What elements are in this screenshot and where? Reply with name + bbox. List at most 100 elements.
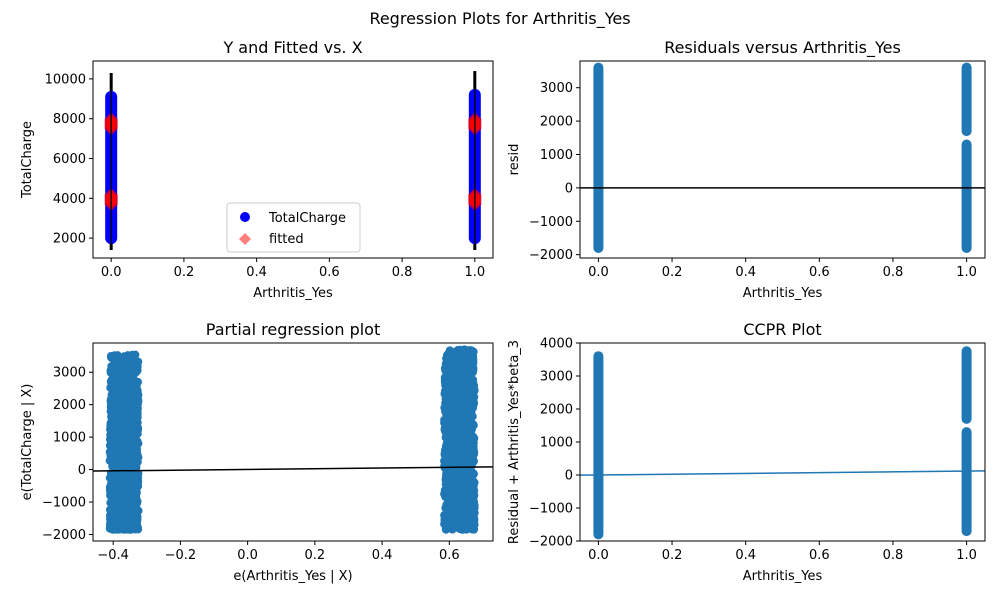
partial-point (441, 409, 451, 418)
ccpr-points (961, 427, 972, 537)
x-tick-label: 1.0 (464, 265, 485, 280)
partial-point (126, 500, 136, 510)
axes-frame (579, 60, 986, 259)
partial-point (466, 483, 475, 493)
partial-point (442, 448, 451, 458)
partial-point (114, 503, 123, 513)
partial-point (469, 444, 478, 454)
x-tick-label: −0.2 (165, 548, 197, 563)
partial-point (132, 444, 141, 453)
axes-frame (92, 342, 494, 542)
x-tick-label: 0.0 (588, 265, 609, 280)
x-tick-label: 0.6 (319, 265, 340, 280)
y-tick-label: 0 (565, 469, 573, 484)
partial-point (442, 484, 451, 493)
partial-point (112, 417, 122, 427)
partial-point (440, 415, 449, 425)
x-axis-label: Arthritis_Yes (743, 569, 823, 584)
legend-marker-observed (240, 212, 250, 222)
partial-point (107, 353, 116, 362)
partial-point (441, 521, 451, 530)
partial-point (108, 525, 118, 534)
plot-area (104, 70, 482, 251)
panel-y-fitted: Y and Fitted vs. X 0.0 0.2 0.4 0.6 0.8 1.0 2000… (20, 38, 494, 301)
x-tick-label: 0.6 (809, 265, 830, 280)
y-axis-label: resid (507, 144, 522, 176)
y-tick-label: 2000 (53, 398, 86, 413)
y-tick-label: 2000 (540, 403, 573, 418)
y-tick-label: −2000 (529, 535, 573, 550)
partial-point (116, 473, 125, 482)
partial-point (460, 375, 469, 384)
ccpr-points (961, 346, 972, 424)
x-tick-label: 0.6 (809, 548, 830, 563)
x-tick-label: 0.4 (735, 265, 756, 280)
partial-point (468, 375, 477, 385)
partial-point (119, 385, 128, 394)
y-tick-label: −2000 (42, 528, 86, 543)
axes-frame (579, 342, 986, 542)
x-axis-label: e(Arthritis_Yes | X) (233, 569, 352, 584)
partial-point (459, 388, 468, 398)
partial-point (467, 431, 477, 440)
partial-point (109, 380, 118, 389)
partial-point (120, 479, 130, 488)
x-tick-label: 0.0 (101, 265, 122, 280)
x-tick-label: 0.0 (237, 548, 258, 563)
partial-point (444, 495, 453, 505)
partial-point (464, 406, 474, 415)
fit-line (93, 466, 493, 472)
y-tick-label: 4000 (540, 337, 573, 352)
y-tick-label: 6000 (53, 152, 86, 167)
residual-points (593, 62, 604, 253)
partial-point (126, 523, 135, 532)
partial-point (452, 501, 461, 510)
x-axis-label: Arthritis_Yes (253, 286, 333, 301)
partial-point (468, 469, 478, 479)
axes-frame (92, 60, 494, 259)
partial-point (441, 433, 451, 442)
partial-point (461, 449, 470, 458)
partial-point (133, 399, 142, 408)
partial-point (119, 374, 128, 383)
x-tick-label: 0.4 (246, 265, 267, 280)
partial-point (130, 380, 140, 389)
partial-point (111, 496, 120, 505)
partial-point (464, 425, 473, 434)
partial-point (459, 360, 469, 370)
partial-point (132, 361, 141, 371)
y-tick-label: 4000 (53, 192, 86, 207)
panel-partial-regression: Partial regression plot −0.4 −0.2 0.0 0.2 0.4… (20, 320, 494, 584)
partial-point (119, 487, 128, 496)
partial-point (121, 419, 131, 428)
partial-point (133, 386, 142, 395)
partial-point (464, 517, 474, 527)
x-tick-label: 0.6 (439, 548, 460, 563)
x-tick-label: −0.4 (97, 548, 129, 563)
y-tick-label: −1000 (529, 502, 573, 517)
partial-point (449, 507, 459, 517)
panel-title: Residuals versus Arthritis_Yes (664, 38, 901, 58)
partial-point (454, 514, 463, 523)
x-tick-label: 0.0 (588, 548, 609, 563)
y-tick-label: 3000 (540, 81, 573, 96)
y-axis-label: e(TotalCharge | X) (20, 384, 35, 501)
legend: TotalCharge fitted (226, 202, 361, 253)
partial-point (107, 369, 117, 378)
partial-point (110, 471, 119, 480)
partial-point (470, 500, 479, 510)
y-tick-label: 3000 (53, 366, 86, 381)
plot-area (93, 345, 493, 534)
partial-point (443, 383, 452, 392)
partial-point (124, 395, 134, 404)
partial-point (107, 453, 117, 462)
x-tick-label: 0.2 (174, 265, 195, 280)
partial-point (115, 514, 125, 523)
y-tick-label: −2000 (529, 248, 573, 263)
y-tick-label: 1000 (53, 431, 86, 446)
y-tick-label: 8000 (53, 112, 86, 127)
partial-point (132, 407, 142, 416)
partial-point (466, 359, 475, 369)
y-tick-label: −1000 (42, 496, 86, 511)
partial-point (129, 458, 139, 468)
